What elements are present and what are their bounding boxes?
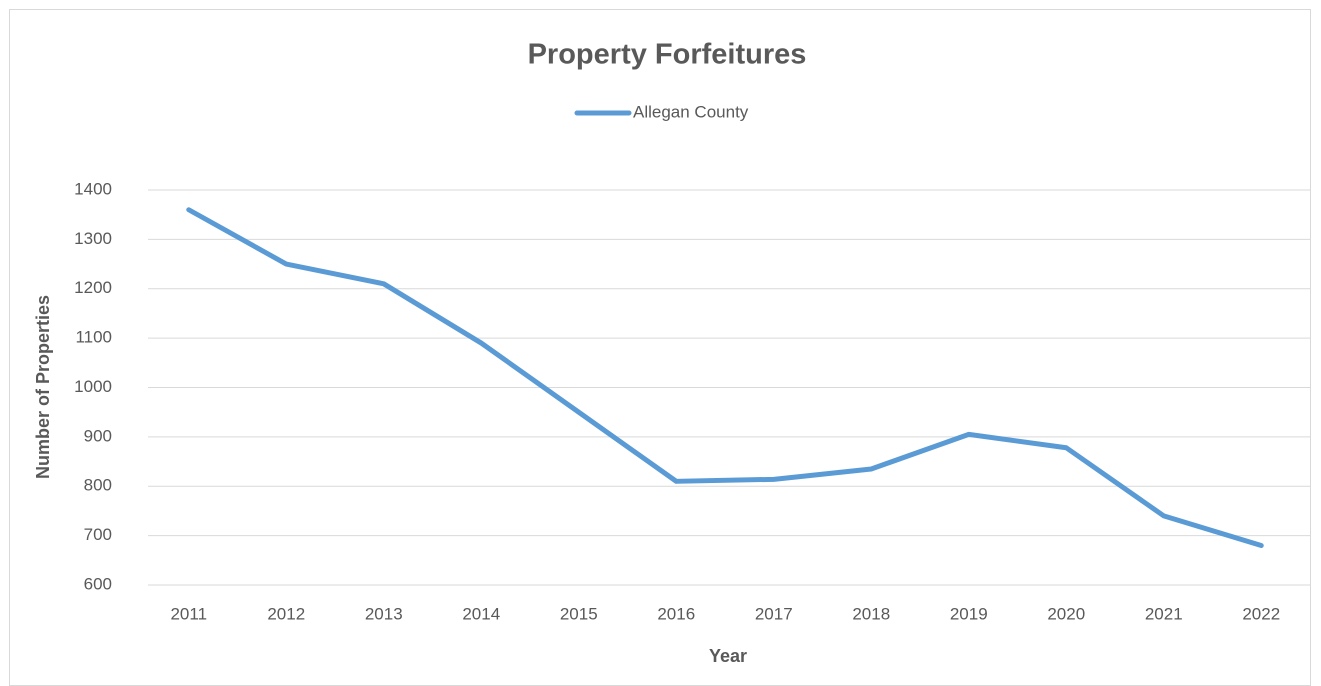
x-tick-label: 2011 (170, 604, 207, 623)
chart-border (9, 9, 1311, 686)
x-tick-label: 2019 (950, 604, 988, 623)
y-tick-label: 600 (84, 574, 112, 593)
data-line (186, 207, 1264, 548)
legend-label: Allegan County (633, 102, 749, 121)
x-tick-label: 2022 (1242, 604, 1280, 623)
y-tick-label: 1200 (74, 278, 112, 297)
x-tick-label: 2013 (365, 604, 403, 623)
x-tick-label: 2017 (755, 604, 793, 623)
y-tick-label: 1300 (74, 229, 112, 248)
y-tick-label: 1000 (74, 377, 112, 396)
x-tick-label: 2016 (657, 604, 695, 623)
x-axis-label: Year (709, 646, 747, 666)
x-tick-label: 2014 (462, 604, 500, 623)
x-tick-label: 2018 (852, 604, 890, 623)
y-tick-label: 1100 (75, 328, 112, 347)
y-tick-label: 1400 (74, 179, 112, 198)
y-tick-label: 700 (84, 525, 112, 544)
x-tick-label: 2021 (1145, 604, 1183, 623)
y-tick-label: 900 (84, 426, 112, 445)
chart-title: Property Forfeitures (528, 39, 807, 71)
x-tick-label: 2020 (1047, 604, 1085, 623)
x-tick-label: 2015 (560, 604, 598, 623)
y-axis-label: Number of Properties (33, 295, 53, 479)
y-tick-label: 800 (84, 476, 112, 495)
x-tick-label: 2012 (267, 604, 305, 623)
